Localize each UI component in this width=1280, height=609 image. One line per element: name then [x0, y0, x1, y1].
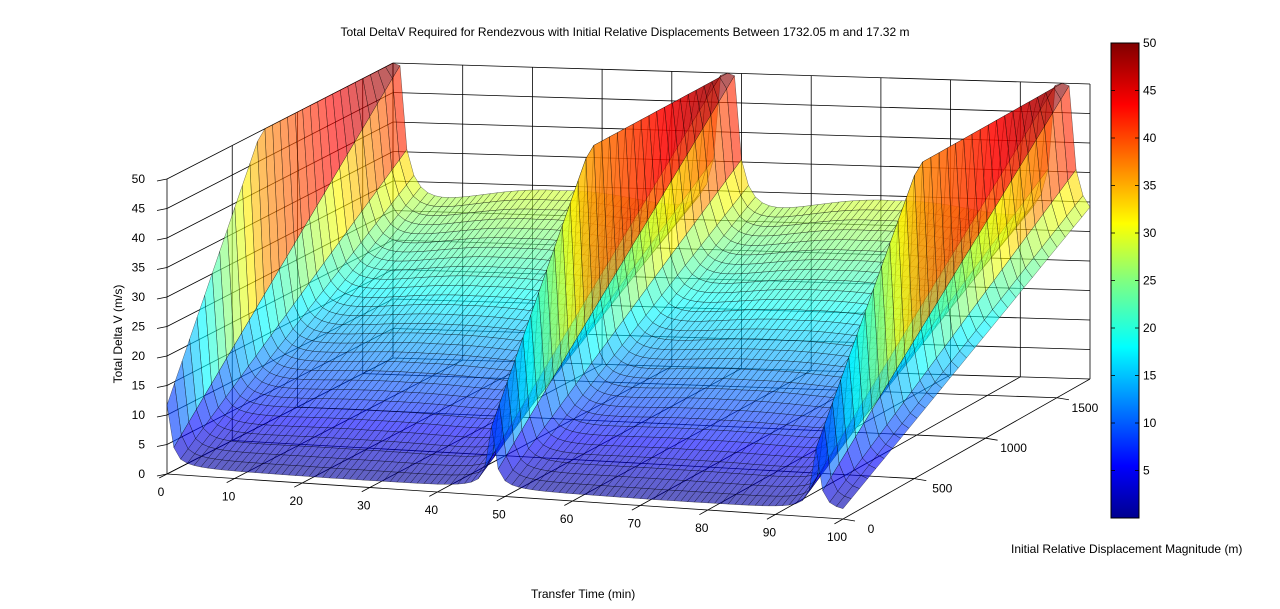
x-tick-mark [564, 500, 573, 506]
x-tick-mark [496, 496, 506, 502]
x-tick-mark [766, 514, 776, 520]
x-tick-label: 100 [827, 530, 847, 544]
surface-mesh [166, 62, 1091, 509]
x-tick-label: 50 [492, 508, 506, 522]
y-tick-label: 0 [138, 467, 145, 481]
x-axis-label: Transfer Time (min) [531, 587, 636, 601]
y-tick-label: 25 [132, 320, 146, 334]
y-tick-label: 5 [138, 438, 145, 452]
x-tick-label: 0 [158, 485, 165, 499]
x-tick-mark [631, 505, 641, 511]
colorbar-tick-label: 35 [1143, 179, 1157, 193]
x-tick-mark [226, 478, 235, 483]
y-tick-label: 10 [132, 408, 146, 422]
y-tick-mark [156, 296, 168, 300]
x-tick-label: 30 [357, 499, 371, 513]
y-tick-label: 15 [132, 379, 146, 393]
z-tick-label: 0 [868, 522, 875, 536]
z-tick-mark [914, 478, 927, 481]
colorbar-tick-label: 10 [1143, 416, 1157, 430]
colorbar-tick-label: 15 [1143, 369, 1157, 383]
y-tick-mark [156, 414, 168, 418]
x-tick-mark [294, 482, 303, 488]
colorbar-tick-label: 40 [1143, 131, 1157, 145]
grid-line [392, 92, 1091, 114]
surface-face [835, 495, 852, 509]
z-tick-mark [1056, 397, 1069, 401]
x-tick-mark [699, 509, 708, 516]
y-tick-mark [156, 355, 168, 359]
colorbar-tick-label: 30 [1143, 226, 1157, 240]
y-tick-mark [156, 444, 168, 447]
y-tick-label: 50 [132, 172, 146, 186]
x-tick-label: 20 [290, 494, 304, 508]
x-tick-label: 90 [763, 526, 777, 540]
axes-ticks: 0 10 20 30 40 50 60 70 80 90 100050010001500051015… [132, 172, 1099, 544]
y-tick-label: 20 [132, 349, 146, 363]
y-tick-mark [156, 267, 168, 270]
colorbar-tick-label: 25 [1143, 274, 1157, 288]
x-tick-mark [834, 518, 844, 525]
y-tick-mark [156, 208, 168, 211]
colorbar-tick-label: 5 [1143, 464, 1150, 478]
x-tick-mark [158, 473, 168, 479]
y-tick-mark [156, 385, 168, 388]
y-tick-label: 35 [132, 261, 146, 275]
grid-line [392, 62, 1091, 85]
z-tick-mark [842, 518, 856, 522]
grid-line [775, 376, 1021, 515]
colorbar-tick-label: 45 [1143, 84, 1157, 98]
y-axis-label: Total Delta V (m/s) [111, 284, 125, 384]
x-tick-label: 60 [560, 512, 574, 526]
y-tick-mark [156, 326, 168, 329]
colorbar-gradient [1110, 42, 1140, 519]
z-tick-label: 1000 [1000, 441, 1027, 455]
x-tick-label: 10 [222, 490, 236, 504]
y-tick-mark [156, 237, 168, 241]
y-tick-mark [156, 473, 168, 477]
x-tick-mark [361, 487, 370, 493]
chart-title: Total DeltaV Required for Rendezvous wit… [340, 25, 910, 39]
x-tick-mark [429, 491, 438, 497]
colorbar: 5 10 15 20 25 30 35 40 45 50 [1110, 36, 1157, 519]
x-tick-label: 70 [628, 517, 642, 531]
colorbar-tick-label: 50 [1143, 36, 1157, 50]
x-tick-label: 80 [695, 521, 709, 535]
y-tick-label: 40 [132, 231, 146, 245]
z-tick-label: 500 [932, 482, 952, 496]
z-tick-mark [985, 437, 998, 441]
y-tick-label: 45 [132, 202, 146, 216]
z-axis-label: Initial Relative Displacement Magnitude … [1011, 542, 1243, 556]
grid-line [842, 378, 1091, 520]
colorbar-tick-label: 20 [1143, 321, 1157, 335]
z-tick-label: 1500 [1072, 401, 1099, 415]
y-tick-label: 30 [132, 290, 146, 304]
x-tick-label: 40 [425, 503, 439, 517]
y-tick-mark [156, 178, 168, 182]
